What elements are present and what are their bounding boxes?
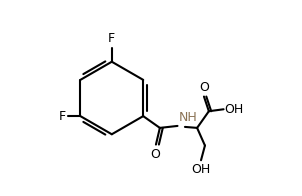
Text: O: O bbox=[199, 81, 209, 94]
Text: F: F bbox=[59, 110, 66, 123]
Text: F: F bbox=[108, 32, 115, 45]
Text: OH: OH bbox=[225, 103, 244, 116]
Text: NH: NH bbox=[178, 111, 197, 124]
Text: O: O bbox=[150, 148, 160, 161]
Text: OH: OH bbox=[191, 163, 211, 176]
